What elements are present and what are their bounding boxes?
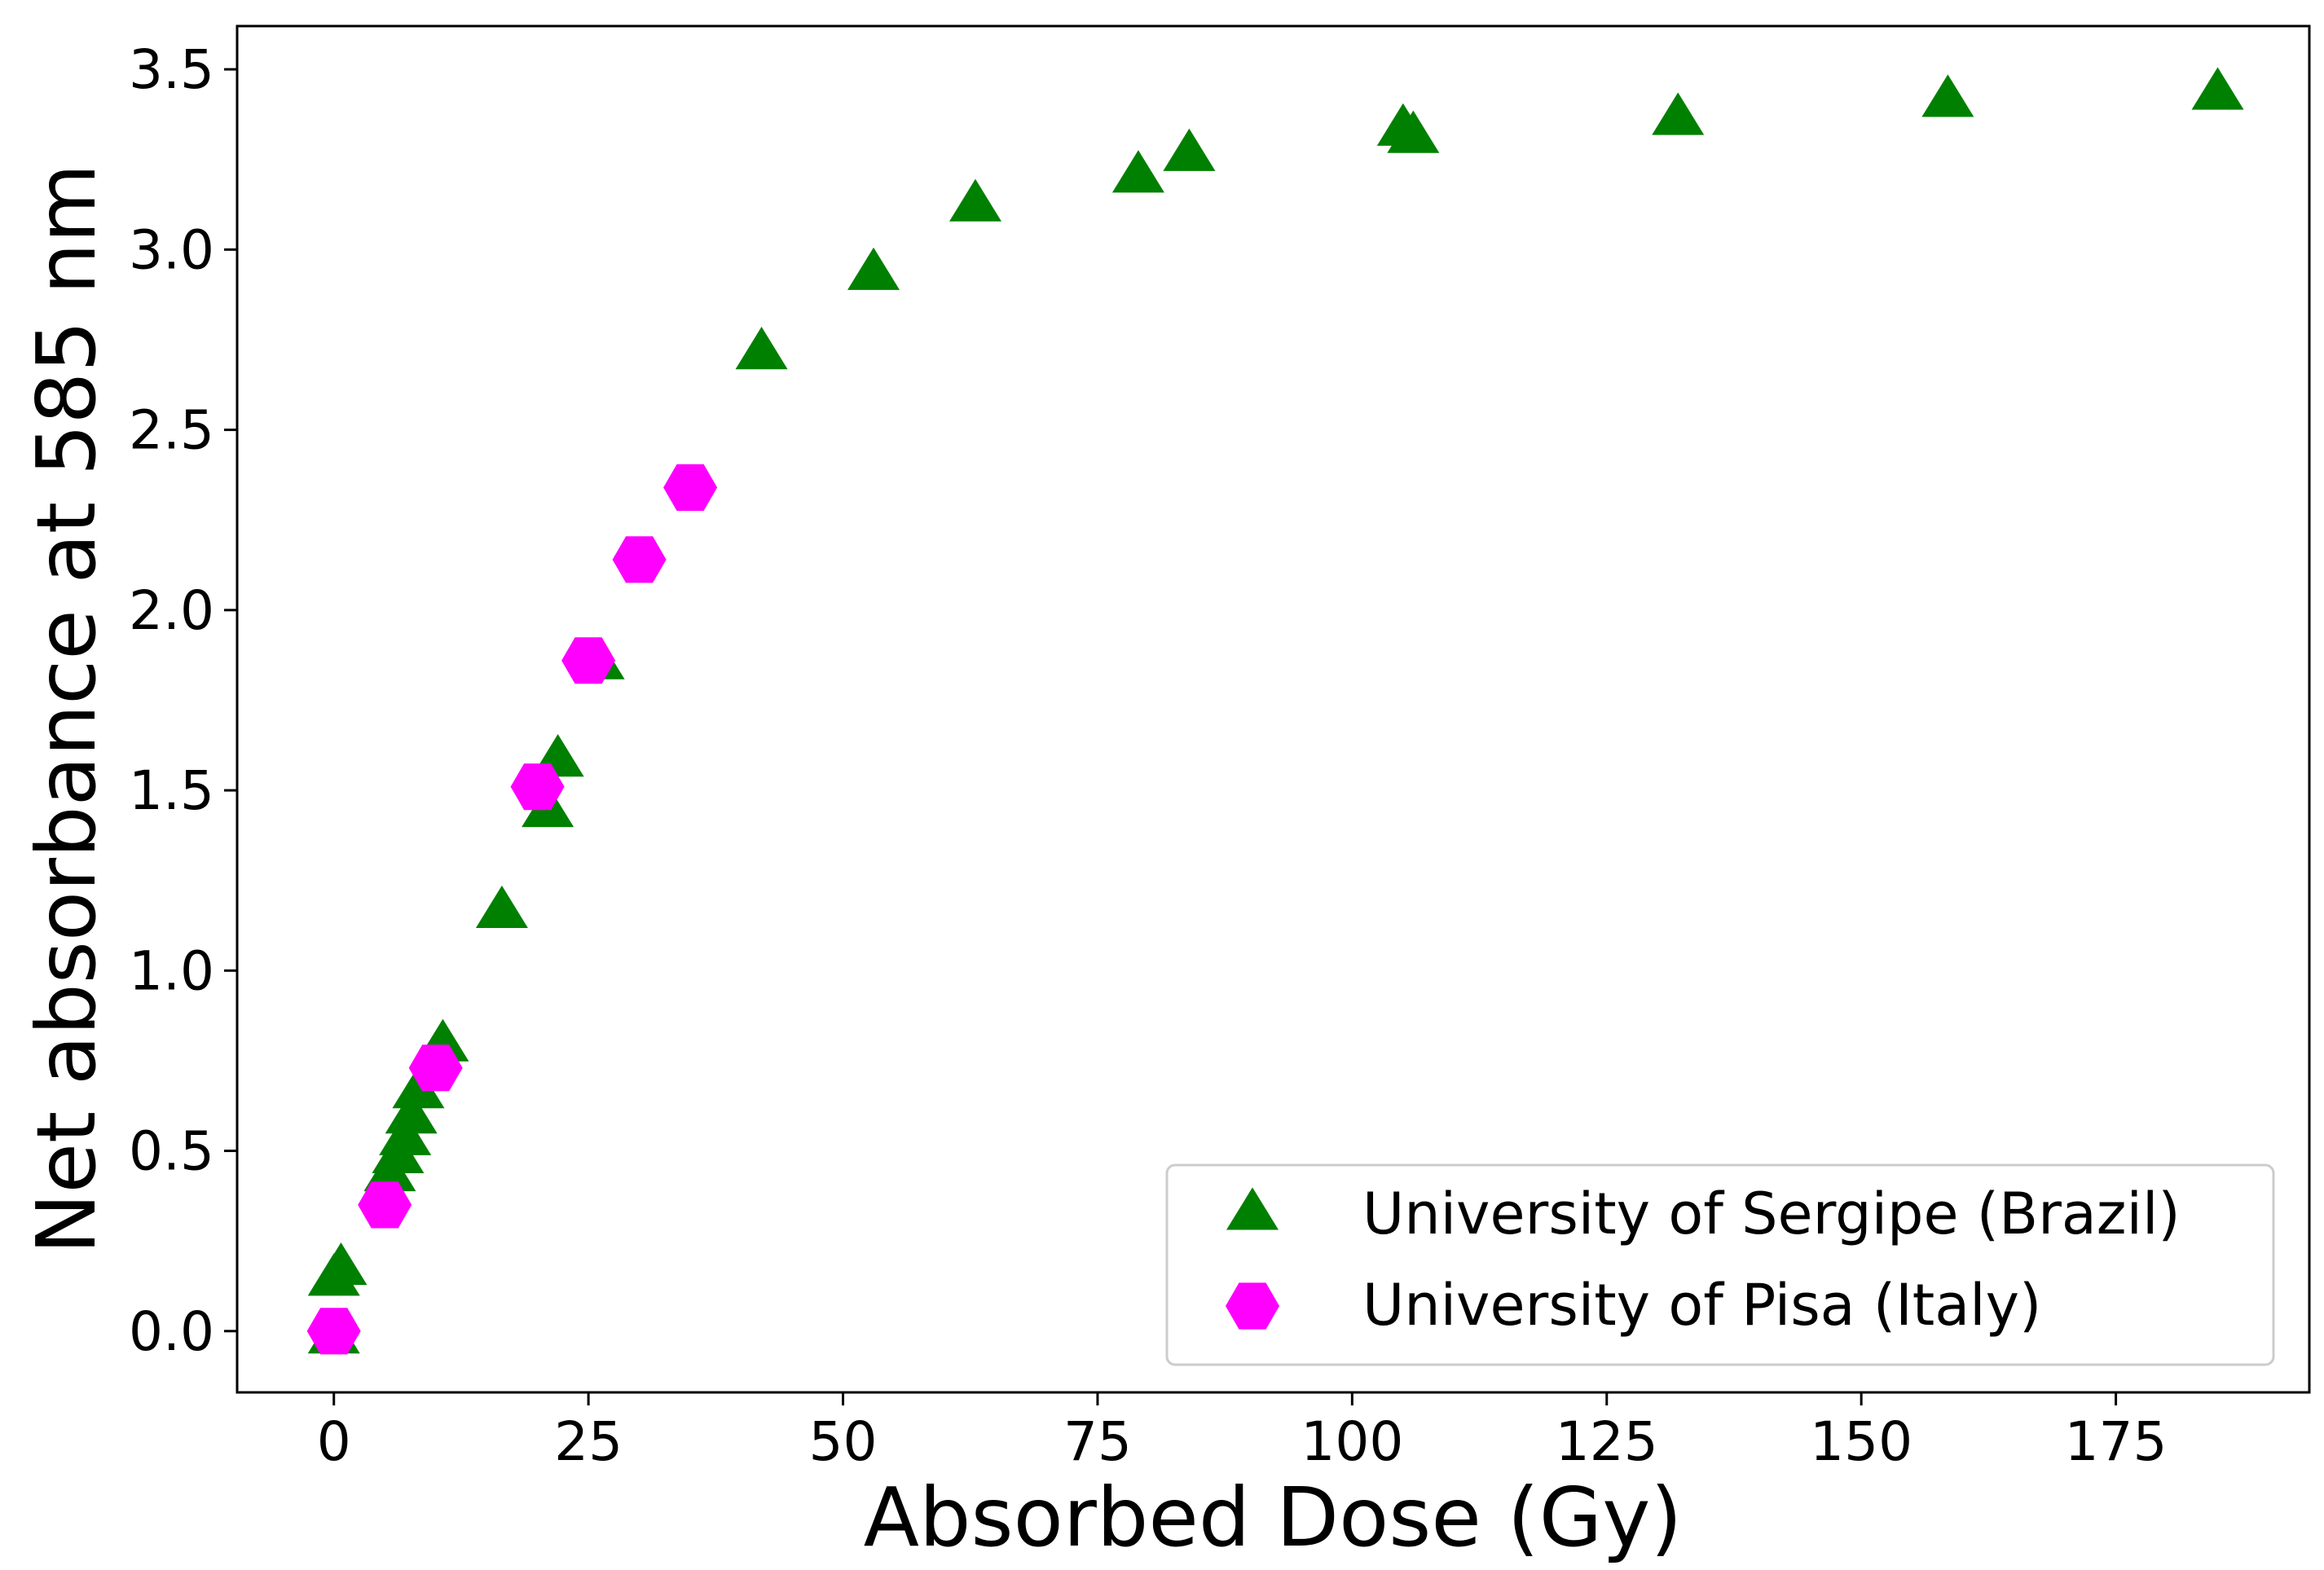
y-tick-label: 3.0	[129, 218, 214, 281]
pisa-point	[612, 536, 667, 583]
sergipe-point	[379, 1112, 432, 1155]
pisa-point	[561, 637, 616, 684]
y-tick-label: 2.0	[129, 579, 214, 642]
sergipe-point	[1163, 128, 1216, 171]
sergipe-point	[475, 885, 528, 929]
x-axis: 0 25 50 75 100 125 150 175	[317, 1392, 2168, 1473]
pisa-point	[408, 1044, 463, 1092]
x-tick-label: 50	[809, 1410, 878, 1473]
sergipe-point	[1111, 150, 1164, 193]
x-axis-label: Absorbed Dose (Gy)	[864, 1470, 1683, 1565]
sergipe-point	[1652, 92, 1705, 135]
legend: University of Sergipe (Brazil) Universit…	[1165, 1163, 2275, 1366]
x-tick-label: 175	[2065, 1410, 2168, 1473]
legend-triangle-icon	[1226, 1187, 1279, 1230]
data-marks	[306, 67, 2244, 1355]
x-tick-label: 150	[1810, 1410, 1912, 1473]
sergipe-point	[735, 327, 788, 370]
pisa-point	[510, 763, 565, 811]
x-tick-label: 75	[1063, 1410, 1132, 1473]
x-tick-label: 0	[317, 1410, 351, 1473]
sergipe-point	[1387, 110, 1440, 153]
legend-box	[1165, 1163, 2275, 1366]
y-axis-label: Net absorbance at 585 nm	[19, 164, 114, 1255]
sergipe-point	[392, 1066, 445, 1109]
y-tick-label: 1.5	[129, 759, 214, 822]
y-tick-label: 2.5	[129, 399, 214, 462]
legend-marker-sergipe	[1226, 1187, 1279, 1230]
pisa-point	[306, 1308, 361, 1355]
pisa-point	[358, 1181, 412, 1229]
y-tick-label: 0.0	[129, 1300, 214, 1363]
sergipe-point	[847, 247, 900, 290]
legend-marker-pisa	[1226, 1282, 1279, 1330]
legend-hexagon-icon	[1226, 1282, 1279, 1330]
y-axis: 0.0 0.5 1.0 1.5 2.0 2.5 3.0 3.5	[129, 38, 237, 1363]
sergipe-point	[949, 178, 1001, 222]
plot-frame	[235, 24, 2311, 1394]
sergipe-point	[315, 1242, 368, 1286]
pisa-point	[663, 464, 718, 511]
y-tick-label: 0.5	[129, 1120, 214, 1183]
sergipe-point	[2191, 67, 2244, 110]
legend-label-pisa: University of Pisa (Italy)	[1362, 1272, 2041, 1339]
x-tick-label: 100	[1301, 1410, 1403, 1473]
x-tick-label: 125	[1556, 1410, 1658, 1473]
sergipe-point	[385, 1091, 438, 1134]
sergipe-point	[1921, 74, 1974, 117]
y-tick-label: 1.0	[129, 939, 214, 1002]
legend-label-sergipe: University of Sergipe (Brazil)	[1362, 1181, 2181, 1247]
y-tick-label: 3.5	[129, 38, 214, 101]
x-tick-label: 25	[554, 1410, 623, 1473]
